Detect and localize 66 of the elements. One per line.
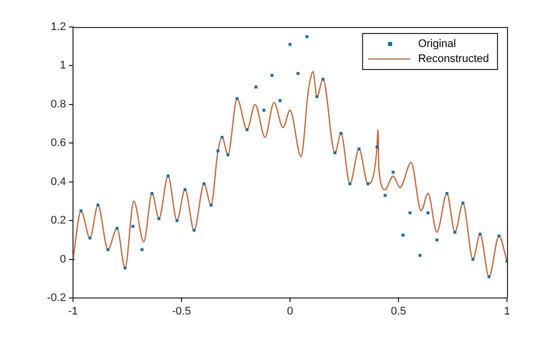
y-tick-label: -0.2 (47, 292, 66, 304)
point (192, 228, 196, 232)
y-tick-label: 1 (60, 60, 66, 72)
point (322, 78, 324, 81)
point (246, 128, 248, 132)
point (366, 182, 370, 186)
point (150, 192, 154, 195)
point (445, 192, 448, 195)
point (270, 74, 274, 77)
line-series (73, 70, 507, 278)
x-tick-label: -1 (68, 306, 78, 318)
point (340, 132, 342, 135)
x-tick-label: 0.5 (390, 306, 406, 318)
point (124, 266, 126, 270)
point (254, 86, 258, 88)
point (106, 248, 110, 252)
point (376, 146, 378, 148)
x-tick-label: 0 (286, 306, 294, 318)
point (216, 149, 220, 152)
point (478, 232, 482, 236)
point (226, 153, 230, 156)
point (426, 211, 430, 214)
y-tick-label: 0.4 (50, 176, 66, 188)
x-tick-label: 1 (504, 306, 510, 318)
point (140, 248, 144, 252)
point (220, 136, 224, 139)
legend-label: Original (418, 38, 456, 50)
y-tick-label: 0.8 (50, 98, 66, 110)
point (498, 234, 500, 238)
point (348, 182, 352, 186)
point (184, 188, 186, 192)
point (488, 275, 490, 278)
y-tick-label: 0.2 (50, 214, 66, 227)
point (202, 182, 206, 186)
point (296, 72, 300, 75)
legend-label: Reconstructed (418, 53, 490, 66)
y-tick-label: 0 (60, 253, 66, 266)
point (278, 99, 282, 102)
point (435, 238, 438, 242)
point (392, 170, 394, 174)
point (315, 95, 318, 98)
point (262, 108, 266, 112)
point (96, 204, 100, 206)
point (166, 174, 170, 178)
point (358, 148, 360, 150)
point (334, 151, 336, 154)
point (176, 219, 178, 222)
y-tick-label: 0.6 (50, 137, 66, 150)
point (402, 234, 404, 237)
point (158, 217, 160, 220)
point (472, 258, 474, 261)
x-tick-label: -0.5 (172, 306, 191, 318)
point (80, 209, 82, 212)
y-tick-label: 1.2 (50, 21, 66, 34)
point (131, 224, 134, 228)
point (418, 254, 422, 257)
point (210, 204, 212, 206)
point (408, 211, 412, 214)
point (384, 194, 386, 197)
point (306, 35, 308, 38)
point (116, 226, 118, 230)
point (88, 236, 92, 240)
point (288, 43, 292, 46)
point (462, 202, 464, 205)
point (236, 97, 238, 100)
point (454, 230, 456, 234)
